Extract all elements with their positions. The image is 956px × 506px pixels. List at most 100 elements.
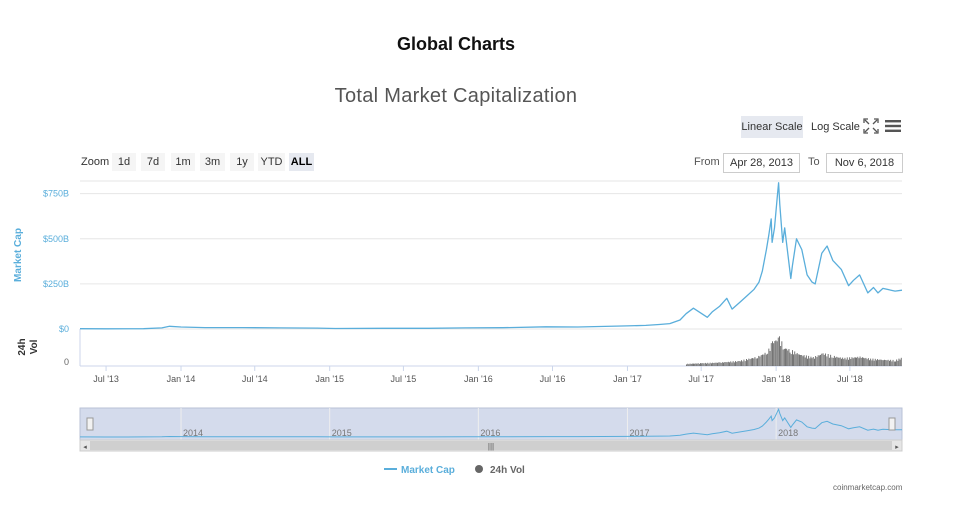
volume-bar	[772, 341, 773, 366]
volume-bar	[845, 359, 847, 366]
volume-bar	[750, 358, 752, 366]
volume-bar	[874, 358, 876, 366]
volume-bar	[848, 359, 849, 366]
volume-bar	[891, 361, 893, 366]
volume-bar	[755, 358, 757, 366]
zoom-label: Zoom	[81, 156, 110, 168]
volume-bar	[822, 353, 824, 366]
zoom-button-1y[interactable]: 1y	[230, 153, 254, 171]
volume-bar	[688, 364, 690, 366]
volume-bar	[864, 358, 866, 366]
y-tick-label: $250B	[43, 279, 69, 289]
log-scale-button[interactable]: Log Scale	[811, 121, 860, 133]
volume-bar	[779, 336, 780, 366]
from-date-input[interactable]: Apr 28, 2013	[723, 153, 800, 173]
volume-tick-label: 0	[64, 357, 69, 367]
to-date-input[interactable]: Nov 6, 2018	[826, 153, 903, 173]
volume-bar	[831, 357, 833, 366]
volume-bar	[697, 363, 699, 366]
volume-bar	[706, 363, 707, 366]
from-label: From	[694, 156, 720, 168]
x-tick-label: Jul '18	[837, 374, 863, 384]
navigator-scrollbar-thumb	[90, 441, 892, 450]
volume-bar	[816, 357, 818, 366]
volume-bar	[859, 356, 861, 366]
volume-bar	[764, 352, 766, 366]
navigator-year-label: 2018	[778, 428, 798, 438]
y-tick-label: $0	[59, 324, 69, 334]
navigator[interactable]: 2014 2015 2016 2017 2018 ||| ◂ ▸	[79, 407, 903, 452]
volume-bar	[832, 357, 834, 366]
volume-bar	[857, 356, 859, 366]
x-tick-label: Jan '14	[167, 374, 196, 384]
volume-bar	[887, 359, 889, 366]
volume-bar	[723, 362, 724, 366]
volume-bar	[876, 360, 877, 366]
volume-bar	[817, 355, 819, 366]
volume-bar	[812, 357, 814, 366]
volume-bar	[858, 358, 860, 366]
volume-bar	[828, 357, 830, 366]
zoom-button-1d[interactable]: 1d	[112, 153, 136, 171]
volume-bar	[803, 355, 805, 366]
volume-bar	[700, 363, 701, 366]
volume-bar	[730, 361, 732, 366]
volume-bar	[746, 359, 747, 366]
volume-bar	[826, 356, 828, 366]
navigator-year-label: 2015	[332, 428, 352, 438]
volume-bar	[823, 354, 825, 366]
navigator-left-handle	[86, 417, 94, 431]
zoom-button-3m[interactable]: 3m	[200, 153, 225, 171]
linear-scale-button[interactable]: Linear Scale	[741, 116, 803, 138]
volume-bar	[702, 363, 704, 366]
volume-bar	[870, 358, 872, 366]
volume-bar	[799, 354, 800, 366]
volume-bar	[871, 360, 873, 366]
x-tick-label: Jul '14	[242, 374, 268, 384]
legend-volume-symbol	[475, 465, 483, 473]
volume-bar	[877, 359, 878, 366]
volume-bar	[776, 341, 778, 366]
volume-bar	[768, 348, 770, 366]
volume-axis-title: 24h	[17, 338, 28, 355]
hamburger-menu-icon[interactable]	[885, 119, 901, 133]
volume-bar	[890, 359, 892, 366]
volume-bar	[742, 361, 744, 366]
volume-bar	[760, 355, 762, 366]
credit-link[interactable]: coinmarketcap.com	[833, 483, 903, 492]
x-tick-label: Jan '18	[762, 374, 791, 384]
volume-bar	[895, 361, 896, 366]
navigator-year-label: 2016	[480, 428, 500, 438]
volume-bar	[884, 359, 885, 366]
volume-bar	[821, 353, 823, 366]
legend-volume-label: 24h Vol	[490, 465, 525, 476]
volume-bar	[881, 360, 883, 366]
volume-bar	[869, 360, 870, 366]
volume-bar	[882, 360, 884, 366]
chart-axes: $0 $250B $500B $750B 0 Market Cap 24h Vol Jul '1…	[13, 189, 863, 384]
volume-bar	[721, 362, 723, 366]
volume-bar	[827, 354, 829, 366]
zoom-button-1m[interactable]: 1m	[171, 153, 195, 171]
volume-bar	[773, 343, 775, 366]
volume-bar	[843, 359, 845, 366]
volume-bar	[718, 362, 720, 366]
volume-bar	[811, 358, 813, 366]
volume-bar	[810, 356, 812, 366]
zoom-button-all[interactable]: ALL	[289, 153, 314, 171]
navigator-year-label: 2017	[629, 428, 649, 438]
volume-bar	[780, 346, 782, 366]
volume-bar	[765, 354, 767, 366]
volume-bar	[712, 362, 714, 366]
volume-bar	[790, 354, 792, 366]
volume-bar	[717, 362, 718, 366]
zoom-button-ytd[interactable]: YTD	[258, 153, 285, 171]
volume-bar	[898, 358, 900, 366]
volume-bar	[753, 358, 755, 366]
volume-bar	[879, 359, 881, 366]
navigator-line	[79, 407, 903, 438]
volume-bar	[690, 363, 692, 366]
volume-bar	[785, 348, 786, 366]
zoom-button-7d[interactable]: 7d	[141, 153, 165, 171]
expand-icon[interactable]	[863, 118, 879, 134]
